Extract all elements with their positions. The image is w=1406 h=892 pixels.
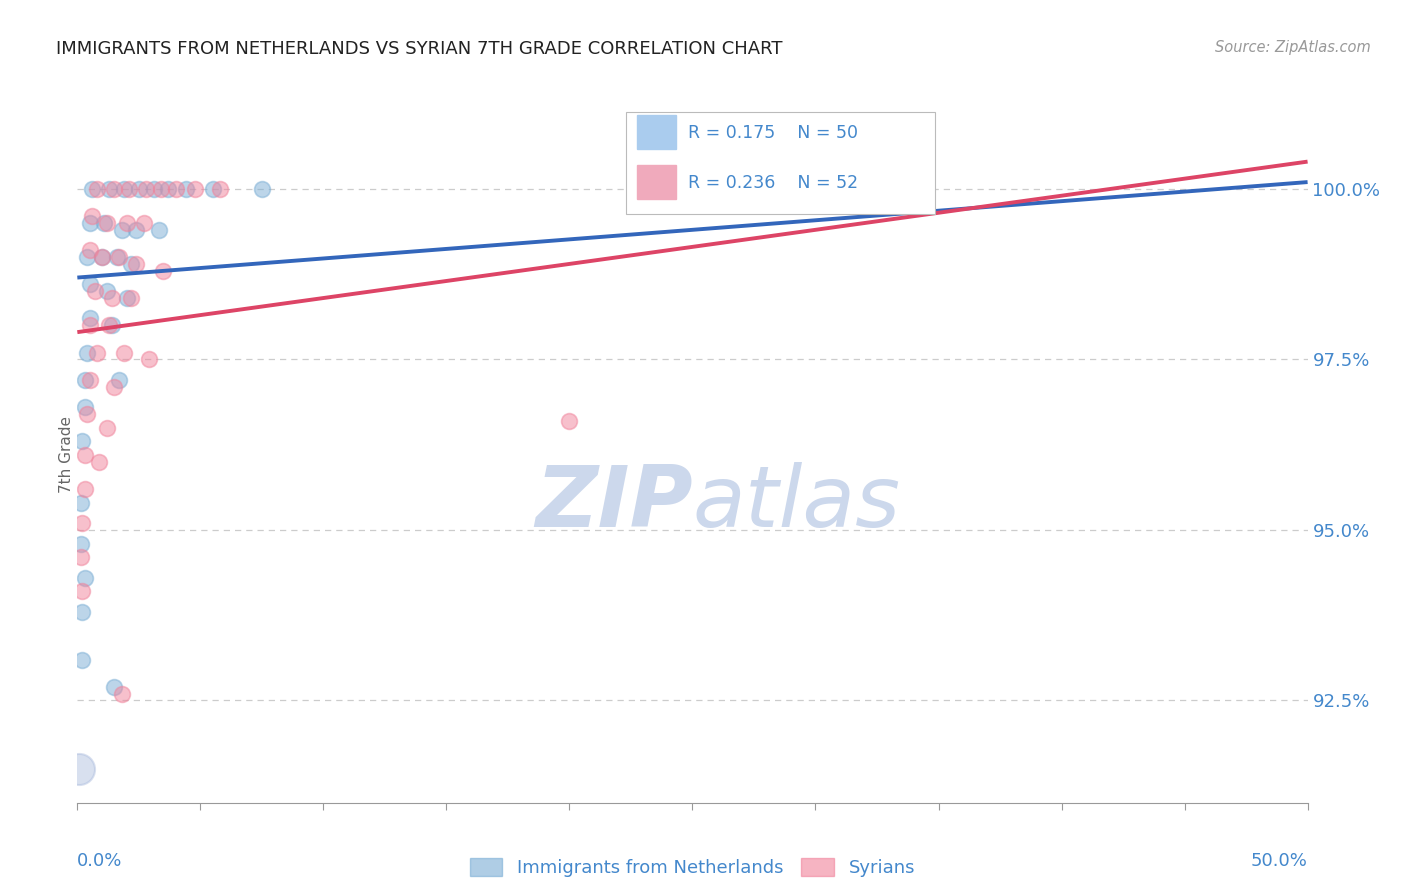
Y-axis label: 7th Grade: 7th Grade: [59, 417, 75, 493]
Point: [157, 182, 180, 196]
Point: [70, 550, 93, 565]
Point: [70, 584, 93, 599]
Point: [76, 345, 98, 359]
Point: [67, 762, 90, 776]
Point: [135, 182, 157, 196]
Point: [115, 216, 138, 230]
Point: [86, 182, 108, 196]
Point: [103, 680, 125, 694]
Point: [73, 448, 96, 462]
Point: [70, 496, 93, 510]
Point: [111, 687, 134, 701]
Point: [112, 345, 135, 359]
Point: [79, 216, 101, 230]
Point: [70, 434, 93, 449]
Text: 50.0%: 50.0%: [1251, 852, 1308, 870]
Point: [70, 536, 93, 550]
Point: [558, 414, 581, 428]
Point: [174, 182, 197, 196]
Point: [73, 482, 96, 496]
Point: [150, 182, 173, 196]
Point: [105, 250, 128, 264]
Point: [93, 216, 115, 230]
Point: [70, 516, 93, 530]
Point: [142, 182, 165, 196]
Legend: Immigrants from Netherlands, Syrians: Immigrants from Netherlands, Syrians: [463, 850, 922, 884]
Point: [79, 318, 101, 333]
Point: [118, 182, 141, 196]
Point: [96, 216, 118, 230]
Point: [111, 223, 134, 237]
Point: [73, 373, 96, 387]
Point: [103, 182, 125, 196]
Point: [98, 182, 121, 196]
Point: [98, 318, 121, 333]
Point: [83, 284, 105, 298]
Point: [101, 318, 124, 333]
Text: IMMIGRANTS FROM NETHERLANDS VS SYRIAN 7TH GRADE CORRELATION CHART: IMMIGRANTS FROM NETHERLANDS VS SYRIAN 7T…: [56, 40, 783, 58]
Point: [165, 182, 187, 196]
Point: [82, 182, 104, 196]
Point: [70, 652, 93, 666]
Point: [152, 264, 174, 278]
Point: [148, 223, 170, 237]
Point: [201, 182, 224, 196]
Text: R = 0.175    N = 50: R = 0.175 N = 50: [688, 124, 858, 142]
Text: Source: ZipAtlas.com: Source: ZipAtlas.com: [1215, 40, 1371, 55]
Text: R = 0.236    N = 52: R = 0.236 N = 52: [688, 174, 858, 192]
Point: [108, 373, 131, 387]
Point: [209, 182, 232, 196]
Point: [79, 373, 101, 387]
Point: [138, 352, 160, 367]
Point: [112, 182, 135, 196]
Text: 0.0%: 0.0%: [77, 852, 122, 870]
Point: [73, 400, 96, 414]
Point: [250, 182, 273, 196]
Point: [108, 250, 131, 264]
Point: [79, 277, 101, 292]
Point: [115, 291, 138, 305]
Point: [76, 250, 98, 264]
Point: [73, 571, 96, 585]
Point: [70, 605, 93, 619]
Text: ZIP: ZIP: [534, 462, 693, 545]
Point: [90, 250, 114, 264]
Point: [89, 455, 111, 469]
Point: [96, 284, 118, 298]
Point: [125, 257, 148, 271]
Point: [128, 182, 150, 196]
Point: [101, 291, 124, 305]
Point: [86, 345, 108, 359]
Point: [184, 182, 207, 196]
Text: atlas: atlas: [693, 462, 900, 545]
Point: [103, 380, 125, 394]
Point: [125, 223, 148, 237]
Point: [96, 420, 118, 434]
Point: [82, 209, 104, 223]
Point: [79, 311, 101, 326]
Point: [121, 291, 143, 305]
Point: [90, 250, 114, 264]
Point: [76, 407, 98, 421]
Point: [132, 216, 155, 230]
Point: [121, 257, 143, 271]
Point: [79, 244, 101, 258]
